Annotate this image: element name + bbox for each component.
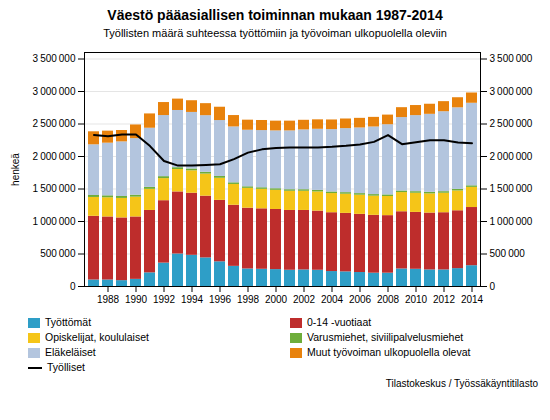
- html-text:0-14 -vuotiaat: 0-14 -vuotiaat: [307, 316, 372, 328]
- svg-text:2014: 2014: [461, 294, 484, 305]
- svg-text:henkeä: henkeä: [10, 153, 21, 186]
- html-text:Työttömät: Työttömät: [45, 316, 92, 328]
- svg-text:2 500 000: 2 500 000: [33, 118, 76, 129]
- svg-text:500 000: 500 000: [40, 248, 76, 259]
- html-text:Opiskelijat, koululaiset: Opiskelijat, koululaiset: [45, 331, 149, 343]
- svg-text:1988: 1988: [97, 294, 120, 305]
- html-text:Muut työvoiman ulkopuolella ol: Muut työvoiman ulkopuolella olevat: [307, 346, 471, 358]
- html-text:Varusmiehet, siviilipalvelusmi: Varusmiehet, siviilipalvelusmiehet: [307, 331, 464, 343]
- svg-text:2 000 000: 2 000 000: [33, 151, 76, 162]
- svg-text:3 500 000: 3 500 000: [490, 53, 533, 64]
- svg-text:0: 0: [490, 281, 496, 292]
- html-text:Tilastokeskus / Työssäkäyntiti: Tilastokeskus / Työssäkäyntitilasto: [385, 378, 538, 389]
- svg-text:2004: 2004: [321, 294, 344, 305]
- html-text:Väestö pääasiallisen toiminnan: Väestö pääasiallisen toiminnan mukaan 19…: [107, 7, 443, 23]
- svg-text:1996: 1996: [209, 294, 232, 305]
- svg-text:1992: 1992: [153, 294, 176, 305]
- svg-text:2 500 000: 2 500 000: [490, 118, 533, 129]
- svg-text:500 000: 500 000: [490, 248, 526, 259]
- svg-text:1 500 000: 1 500 000: [33, 183, 76, 194]
- svg-text:1990: 1990: [125, 294, 148, 305]
- svg-text:2012: 2012: [433, 294, 456, 305]
- svg-text:2 000 000: 2 000 000: [490, 151, 533, 162]
- svg-text:3 500 000: 3 500 000: [33, 53, 76, 64]
- svg-text:2008: 2008: [377, 294, 400, 305]
- svg-text:1 000 000: 1 000 000: [490, 216, 533, 227]
- svg-text:2006: 2006: [349, 294, 372, 305]
- svg-text:2000: 2000: [265, 294, 288, 305]
- svg-text:2010: 2010: [405, 294, 428, 305]
- svg-text:1998: 1998: [237, 294, 260, 305]
- html-text:Työlliset: Työlliset: [47, 361, 85, 373]
- html-text:Eläkeläiset: Eläkeläiset: [45, 346, 96, 358]
- svg-text:3 000 000: 3 000 000: [490, 86, 533, 97]
- svg-text:1 000 000: 1 000 000: [33, 216, 76, 227]
- svg-text:0: 0: [70, 281, 76, 292]
- svg-text:3 000 000: 3 000 000: [33, 86, 76, 97]
- svg-text:1 500 000: 1 500 000: [490, 183, 533, 194]
- svg-text:1994: 1994: [181, 294, 204, 305]
- html-text:Työllisten määrä suhteessa työ: Työllisten määrä suhteessa työttömiin ja…: [103, 27, 447, 39]
- svg-text:2002: 2002: [293, 294, 316, 305]
